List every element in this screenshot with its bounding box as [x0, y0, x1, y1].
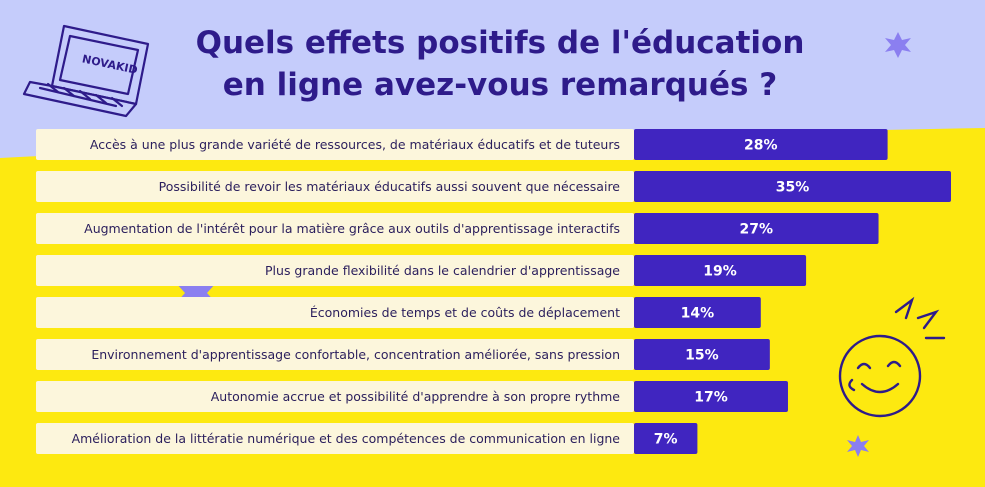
bar: [634, 297, 761, 328]
category-label: Possibilité de revoir les matériaux éduc…: [159, 179, 621, 194]
bar: [634, 381, 788, 412]
smiley-face-icon: [838, 296, 946, 418]
category-label-box: [36, 339, 634, 370]
category-label: Augmentation de l'intérêt pour la matièr…: [84, 221, 620, 236]
category-label-box: [36, 423, 634, 454]
value-label: 17%: [694, 390, 728, 406]
value-label: 15%: [685, 348, 719, 364]
title-line-1: Quels effets positifs de l'éducation: [195, 25, 805, 61]
category-label: Économies de temps et de coûts de déplac…: [310, 305, 620, 320]
bar: [634, 255, 807, 286]
category-label-box: [36, 381, 634, 412]
category-label-box: [36, 129, 634, 160]
lavender-header-band: [0, 0, 985, 158]
category-label: Environnement d'apprentissage confortabl…: [91, 347, 620, 362]
star-icon: [847, 435, 869, 457]
bar: [634, 339, 770, 370]
category-label-box: [36, 255, 634, 286]
category-label-box: [36, 171, 634, 202]
category-label: Autonomie accrue et possibilité d'appren…: [211, 389, 621, 404]
laptop-icon: [22, 24, 150, 118]
page-title: Quels effets positifs de l'éducation en …: [150, 22, 850, 106]
value-label: 7%: [654, 432, 678, 448]
bar: [634, 423, 698, 454]
category-label: Plus grande flexibilité dans le calendri…: [265, 263, 620, 278]
category-label: Amélioration de la littératie numérique …: [72, 431, 621, 446]
category-label: Accès à une plus grande variété de resso…: [90, 137, 620, 152]
value-label: 27%: [740, 222, 774, 238]
value-label: 14%: [681, 306, 715, 322]
bar: [634, 213, 879, 244]
value-label: 35%: [776, 180, 810, 196]
bar: [634, 129, 888, 160]
category-label-box: [36, 213, 634, 244]
title-line-2: en ligne avez-vous remarqués ?: [222, 67, 778, 103]
value-label: 28%: [744, 138, 778, 154]
category-label-box: [36, 297, 634, 328]
bars-group: Accès à une plus grande variété de resso…: [36, 129, 951, 454]
bar: [634, 171, 951, 202]
star-icon: [885, 32, 911, 58]
star-icon: [176, 274, 216, 312]
value-label: 19%: [703, 264, 737, 280]
